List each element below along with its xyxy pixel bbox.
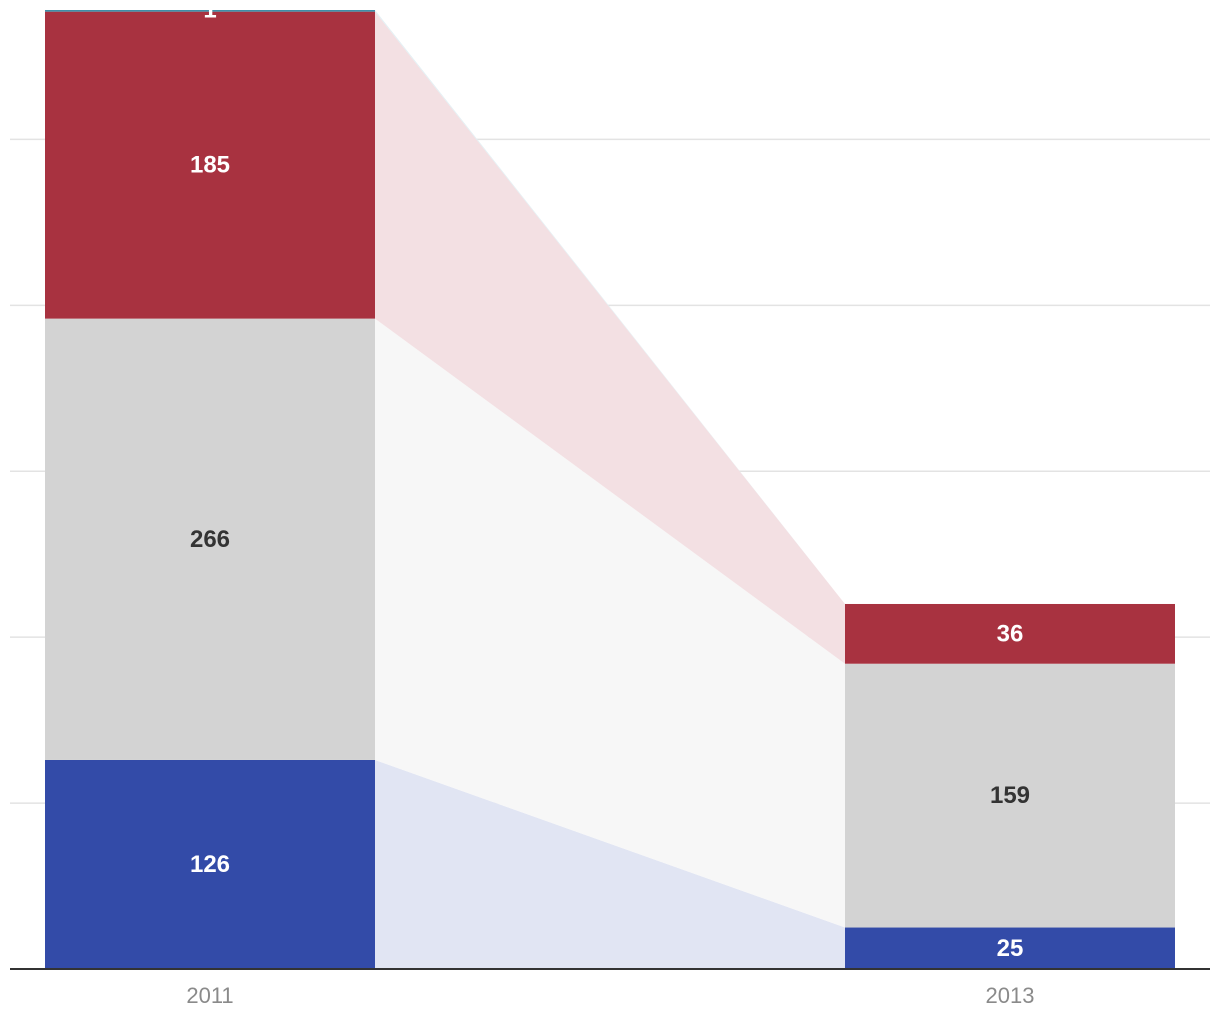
segment-label-grey-2011: 266	[190, 526, 230, 553]
bar-red-2011	[45, 11, 375, 319]
bar-red-2013	[845, 603, 1175, 664]
segment-label-teal-2011: 1	[203, 0, 216, 24]
x-tick-label-2013: 2013	[986, 983, 1035, 1008]
segment-labels: 126 25 266 159 185 36 1	[190, 0, 1030, 962]
segment-label-red-2013: 36	[997, 620, 1024, 647]
x-tick-labels: 2011 2013	[186, 983, 1034, 1008]
segment-label-blue-2011: 126	[190, 851, 230, 878]
flow-band-red	[375, 11, 845, 664]
bars	[45, 10, 1175, 969]
flow-band-blue	[375, 759, 845, 969]
flow-band-grey	[375, 318, 845, 928]
bar-blue-2011	[45, 759, 375, 969]
segment-label-blue-2013: 25	[997, 935, 1024, 962]
bar-grey-2013	[845, 663, 1175, 928]
segment-label-red-2011: 185	[190, 152, 230, 179]
flow-band-teal	[375, 10, 845, 604]
bar-blue-2013	[845, 927, 1175, 969]
bar-teal-2011	[45, 10, 375, 12]
x-tick-label-2011: 2011	[186, 983, 233, 1008]
segment-label-grey-2013: 159	[990, 782, 1030, 809]
flow-bands	[375, 10, 845, 969]
bar-grey-2011	[45, 318, 375, 760]
